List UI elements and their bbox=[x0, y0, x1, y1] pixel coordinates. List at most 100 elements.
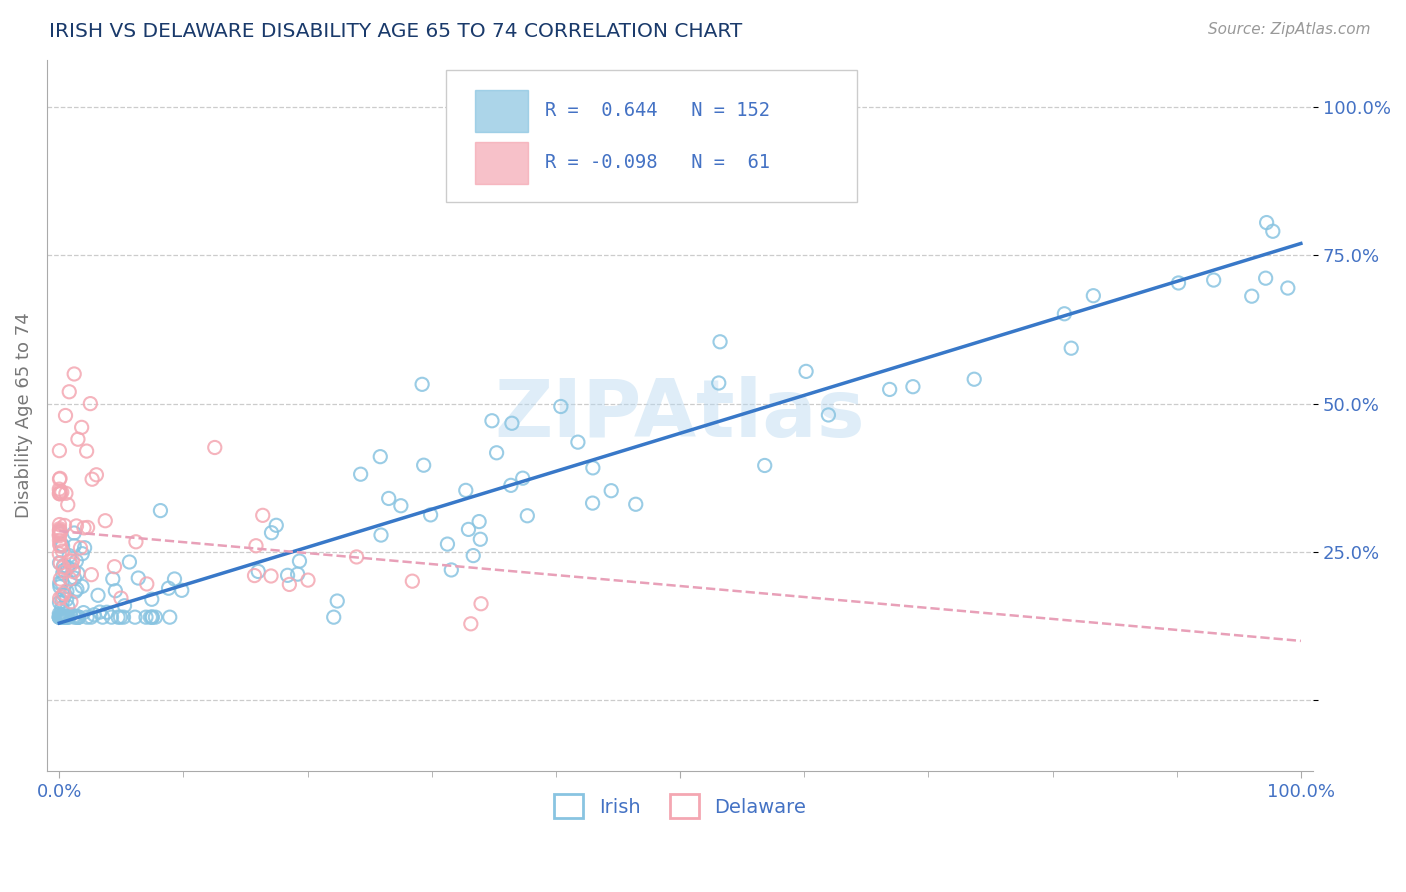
Point bbox=[101, 572, 124, 586]
Point bbox=[49, 484, 72, 499]
Point bbox=[52, 560, 75, 574]
Point bbox=[141, 592, 163, 607]
Point bbox=[1261, 224, 1284, 238]
Point bbox=[53, 610, 76, 624]
Point bbox=[48, 522, 70, 536]
Point bbox=[49, 486, 72, 500]
Point bbox=[1202, 273, 1225, 287]
Point bbox=[139, 610, 162, 624]
Point bbox=[67, 610, 90, 624]
Point bbox=[125, 534, 148, 549]
Point bbox=[53, 610, 76, 624]
Point bbox=[59, 572, 82, 586]
Point bbox=[63, 539, 86, 553]
Point bbox=[287, 567, 309, 582]
Point bbox=[49, 471, 72, 485]
Point bbox=[512, 471, 534, 485]
Point bbox=[48, 591, 70, 606]
Point bbox=[56, 610, 79, 624]
Point bbox=[52, 610, 75, 624]
Point bbox=[112, 610, 135, 624]
Point bbox=[49, 524, 72, 539]
Point bbox=[260, 525, 283, 540]
Point bbox=[52, 539, 75, 553]
Point bbox=[481, 414, 503, 428]
Point bbox=[56, 498, 79, 512]
Point bbox=[49, 487, 72, 501]
Point bbox=[51, 610, 73, 624]
Point bbox=[63, 608, 86, 623]
Point bbox=[51, 544, 73, 558]
Point bbox=[63, 571, 86, 585]
Point bbox=[48, 610, 70, 624]
Point bbox=[48, 527, 70, 541]
Point bbox=[83, 607, 105, 622]
Point bbox=[470, 597, 492, 611]
FancyBboxPatch shape bbox=[446, 70, 858, 202]
Point bbox=[52, 563, 75, 577]
Point bbox=[62, 563, 84, 577]
Point bbox=[52, 610, 75, 624]
Point bbox=[1083, 289, 1105, 303]
Point bbox=[86, 467, 108, 482]
Point bbox=[76, 610, 98, 624]
Point bbox=[67, 610, 90, 624]
Point bbox=[53, 589, 76, 603]
Text: Source: ZipAtlas.com: Source: ZipAtlas.com bbox=[1208, 22, 1371, 37]
Point bbox=[516, 508, 538, 523]
Point bbox=[499, 478, 522, 492]
Point bbox=[65, 610, 87, 624]
Point bbox=[58, 549, 80, 563]
Point bbox=[80, 610, 103, 624]
Point bbox=[49, 610, 72, 624]
Point bbox=[51, 610, 73, 624]
Point bbox=[103, 559, 125, 574]
Point bbox=[377, 491, 399, 506]
Point bbox=[124, 610, 146, 624]
Point bbox=[49, 608, 72, 623]
Point bbox=[49, 572, 72, 586]
Point bbox=[288, 554, 311, 568]
Point bbox=[55, 486, 77, 500]
Point bbox=[66, 432, 89, 446]
Point bbox=[76, 520, 98, 534]
Point bbox=[582, 461, 605, 475]
Point bbox=[55, 609, 77, 624]
Point bbox=[48, 517, 70, 532]
Point bbox=[204, 441, 226, 455]
Point bbox=[141, 610, 163, 624]
Point bbox=[76, 444, 98, 458]
Point bbox=[49, 580, 72, 594]
Point bbox=[624, 497, 647, 511]
Point bbox=[127, 571, 149, 585]
Point bbox=[56, 560, 79, 574]
Point bbox=[80, 567, 103, 582]
Point bbox=[51, 595, 73, 609]
Point bbox=[135, 610, 157, 624]
Point bbox=[436, 537, 458, 551]
Point bbox=[350, 467, 373, 482]
Point bbox=[600, 483, 623, 498]
Point bbox=[49, 610, 72, 624]
Point bbox=[879, 383, 901, 397]
Point bbox=[110, 610, 132, 624]
Point bbox=[55, 610, 77, 624]
Point bbox=[110, 591, 132, 606]
Point bbox=[53, 565, 76, 579]
Point bbox=[51, 601, 73, 615]
Point bbox=[252, 508, 274, 523]
Point bbox=[58, 384, 80, 399]
Point bbox=[65, 519, 87, 533]
Point bbox=[63, 367, 86, 381]
Point bbox=[51, 609, 73, 624]
Legend: Irish, Delaware: Irish, Delaware bbox=[547, 787, 814, 826]
Point bbox=[48, 472, 70, 486]
Point bbox=[48, 607, 70, 621]
Point bbox=[1277, 281, 1299, 295]
Point bbox=[56, 599, 79, 614]
Point bbox=[114, 599, 136, 613]
Point bbox=[48, 538, 70, 552]
Point bbox=[56, 610, 79, 624]
Point bbox=[53, 610, 76, 624]
Point bbox=[48, 486, 70, 500]
